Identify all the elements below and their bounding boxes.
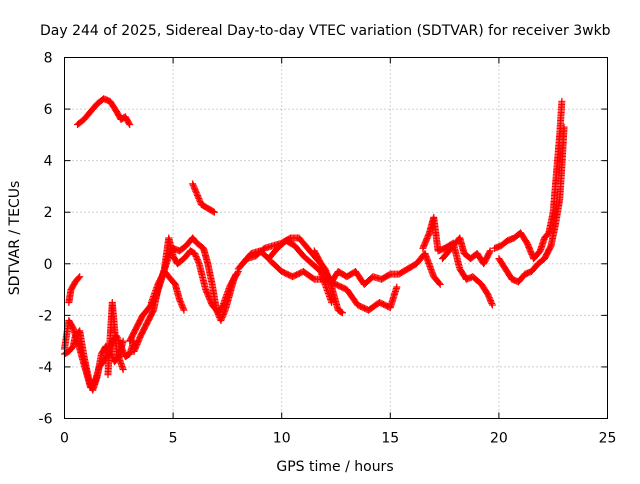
- data-point: [176, 297, 184, 305]
- data-point: [191, 186, 199, 194]
- series-arc-8: [147, 268, 188, 314]
- series-arc-4: [104, 298, 127, 379]
- data-point: [218, 315, 226, 323]
- y-tick-label: 4: [44, 154, 53, 170]
- data-point: [231, 271, 239, 279]
- data-point: [126, 121, 134, 129]
- series-arc-5: [74, 95, 134, 129]
- y-tick-label: 2: [44, 205, 53, 221]
- data-point: [485, 292, 493, 300]
- data-point: [193, 254, 201, 262]
- data-point: [435, 279, 443, 287]
- data-point: [488, 301, 496, 309]
- y-tick-label: 6: [44, 102, 53, 118]
- data-point: [485, 294, 493, 302]
- data-point: [191, 251, 199, 259]
- data-point: [189, 180, 197, 188]
- x-tick-label: 15: [381, 431, 399, 447]
- plot-frame: [64, 57, 608, 419]
- data-point: [232, 270, 240, 278]
- data-point: [179, 305, 187, 313]
- data-point: [196, 198, 204, 206]
- data-point: [486, 247, 494, 255]
- data-point: [487, 297, 495, 305]
- data-point: [194, 257, 202, 265]
- data-point: [192, 189, 200, 197]
- data-point: [393, 283, 401, 291]
- x-tick-label: 20: [490, 431, 508, 447]
- chart-title: Day 244 of 2025, Sidereal Day-to-day VTE…: [40, 23, 611, 39]
- series-arc-15: [438, 234, 494, 268]
- data-point: [217, 317, 225, 325]
- y-tick-label: -2: [39, 308, 53, 324]
- data-point: [488, 300, 496, 308]
- x-tick-label: 5: [169, 431, 178, 447]
- data-point: [195, 195, 203, 203]
- data-point: [337, 308, 345, 316]
- data-point: [194, 193, 202, 201]
- data-point: [190, 183, 198, 191]
- data-point: [486, 295, 494, 303]
- data-point: [195, 258, 203, 266]
- data-point: [191, 184, 199, 192]
- data-point: [75, 274, 83, 282]
- data-point: [119, 337, 127, 345]
- data-point: [210, 208, 218, 216]
- series-arc-13: [310, 247, 444, 288]
- x-tick-label: 10: [273, 431, 291, 447]
- data-point: [177, 300, 185, 308]
- y-axis-label: SDTVAR / TECUs: [7, 181, 23, 296]
- data-point: [484, 291, 492, 299]
- data-point: [177, 299, 185, 307]
- data-point: [125, 119, 133, 127]
- data-point: [328, 298, 336, 306]
- series-arc-12: [267, 257, 401, 314]
- data-point: [192, 252, 200, 260]
- y-tick-label: -4: [39, 360, 53, 376]
- y-tick-label: 0: [44, 257, 53, 273]
- data-point: [180, 306, 188, 314]
- data-point: [219, 312, 227, 320]
- data-point: [486, 248, 494, 256]
- data-point: [193, 255, 201, 263]
- data-marks: [61, 95, 568, 394]
- data-point: [176, 296, 184, 304]
- y-tick-label: 8: [44, 51, 53, 67]
- data-point: [192, 187, 200, 195]
- data-point: [193, 190, 201, 198]
- grid: [64, 57, 608, 419]
- data-point: [218, 314, 226, 322]
- series-arc-3: [65, 273, 84, 306]
- data-point: [194, 192, 202, 200]
- series-arc-9: [189, 180, 218, 216]
- data-point: [558, 97, 566, 105]
- y-tick-label: -6: [39, 412, 53, 428]
- data-point: [560, 123, 568, 131]
- data-point: [179, 303, 187, 311]
- series-arc-17: [495, 123, 568, 286]
- data-point: [487, 298, 495, 306]
- series-arc-7: [130, 234, 240, 355]
- data-point: [195, 196, 203, 204]
- data-point: [178, 302, 186, 310]
- data-point: [339, 309, 347, 317]
- x-tick-label: 25: [599, 431, 617, 447]
- data-point: [191, 249, 199, 257]
- data-point: [189, 181, 197, 189]
- series-arc-16: [491, 97, 566, 263]
- x-axis-label: GPS time / hours: [276, 459, 393, 475]
- data-point: [436, 280, 444, 288]
- x-tick-label: 0: [60, 431, 69, 447]
- data-point: [119, 366, 127, 374]
- data-point: [219, 311, 227, 319]
- data-point: [209, 208, 217, 216]
- data-point: [76, 273, 84, 281]
